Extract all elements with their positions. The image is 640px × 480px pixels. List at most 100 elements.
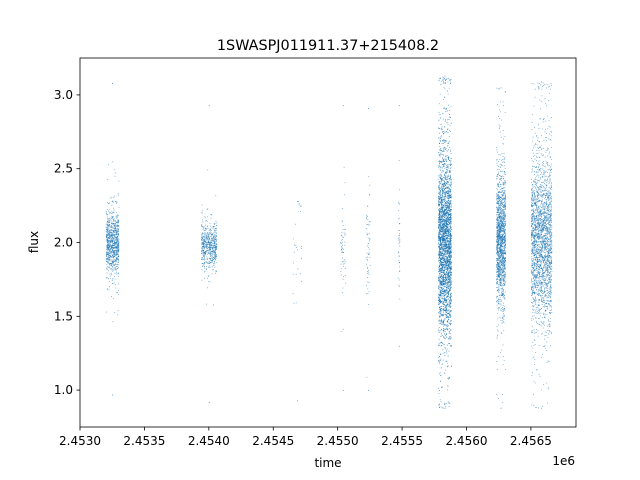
data-point bbox=[203, 235, 204, 237]
data-point bbox=[108, 270, 109, 272]
data-point bbox=[108, 231, 110, 233]
data-point bbox=[208, 239, 210, 241]
data-point bbox=[444, 286, 445, 288]
data-point bbox=[448, 177, 450, 179]
data-point bbox=[438, 312, 440, 314]
data-point bbox=[449, 184, 451, 186]
data-point bbox=[447, 355, 449, 357]
data-point bbox=[447, 246, 449, 248]
data-point bbox=[112, 233, 114, 235]
data-point bbox=[444, 333, 445, 335]
data-point bbox=[444, 229, 445, 231]
data-point bbox=[116, 258, 117, 260]
data-point bbox=[448, 406, 450, 407]
data-point bbox=[115, 237, 117, 238]
data-point bbox=[109, 246, 111, 248]
data-point bbox=[440, 286, 442, 288]
data-point bbox=[215, 228, 217, 229]
data-point bbox=[450, 214, 452, 215]
data-point bbox=[116, 257, 117, 258]
data-point bbox=[398, 284, 400, 286]
data-point bbox=[107, 239, 109, 241]
data-point bbox=[204, 246, 205, 248]
data-point bbox=[110, 225, 112, 226]
data-point bbox=[444, 176, 446, 177]
data-point bbox=[205, 252, 206, 254]
data-point bbox=[441, 194, 443, 196]
data-point bbox=[342, 236, 344, 238]
data-point bbox=[441, 219, 443, 221]
data-point bbox=[438, 329, 439, 331]
data-point bbox=[203, 253, 204, 254]
data-point bbox=[203, 239, 205, 241]
data-point bbox=[203, 246, 205, 247]
data-point bbox=[201, 259, 203, 261]
data-point bbox=[438, 161, 440, 163]
data-point bbox=[449, 185, 451, 187]
data-point bbox=[445, 280, 446, 281]
data-point bbox=[444, 266, 446, 268]
data-point bbox=[442, 199, 443, 201]
data-point bbox=[438, 245, 440, 247]
data-point bbox=[398, 255, 400, 257]
data-point bbox=[438, 152, 440, 153]
data-point bbox=[206, 258, 208, 260]
data-point bbox=[441, 266, 443, 268]
data-point bbox=[441, 176, 443, 177]
data-point bbox=[115, 216, 117, 218]
data-point bbox=[445, 309, 447, 311]
data-point bbox=[440, 312, 442, 313]
data-point bbox=[438, 238, 440, 239]
data-point bbox=[398, 230, 400, 231]
data-point bbox=[447, 128, 449, 130]
data-point bbox=[112, 252, 114, 253]
data-point bbox=[214, 240, 216, 242]
data-point bbox=[442, 227, 444, 228]
data-point bbox=[367, 242, 369, 244]
data-point bbox=[441, 233, 442, 235]
data-point bbox=[445, 226, 447, 228]
data-point bbox=[440, 292, 442, 294]
data-point bbox=[438, 175, 440, 177]
data-point bbox=[439, 182, 440, 184]
data-point bbox=[438, 253, 440, 255]
data-point bbox=[447, 155, 449, 156]
data-point bbox=[211, 214, 213, 216]
data-point bbox=[445, 245, 447, 247]
data-point bbox=[450, 300, 452, 301]
data-point bbox=[210, 225, 212, 227]
data-point bbox=[447, 329, 449, 331]
data-point bbox=[446, 167, 448, 168]
data-point bbox=[116, 250, 117, 252]
data-point bbox=[203, 252, 205, 253]
data-point bbox=[213, 254, 215, 256]
data-point bbox=[447, 110, 449, 112]
data-point bbox=[366, 271, 368, 272]
data-point bbox=[441, 297, 443, 299]
data-point bbox=[438, 187, 440, 189]
data-point bbox=[108, 258, 110, 260]
data-point bbox=[115, 222, 117, 224]
data-point bbox=[450, 217, 452, 219]
data-point bbox=[445, 324, 447, 326]
data-point bbox=[445, 275, 446, 276]
data-point bbox=[438, 219, 440, 221]
data-point bbox=[115, 269, 117, 271]
data-point bbox=[109, 259, 111, 261]
data-point bbox=[203, 236, 205, 238]
data-point bbox=[367, 216, 369, 218]
data-point bbox=[438, 175, 440, 177]
data-point bbox=[438, 260, 439, 262]
data-point bbox=[440, 178, 442, 180]
data-point bbox=[445, 251, 447, 252]
data-point bbox=[443, 213, 445, 215]
data-point bbox=[207, 233, 209, 235]
data-point bbox=[205, 268, 207, 270]
data-point bbox=[441, 209, 443, 210]
data-point bbox=[210, 256, 212, 257]
data-point bbox=[440, 310, 442, 311]
data-point bbox=[117, 224, 119, 226]
data-point bbox=[343, 263, 345, 265]
data-point bbox=[204, 246, 206, 248]
data-point bbox=[443, 265, 445, 267]
